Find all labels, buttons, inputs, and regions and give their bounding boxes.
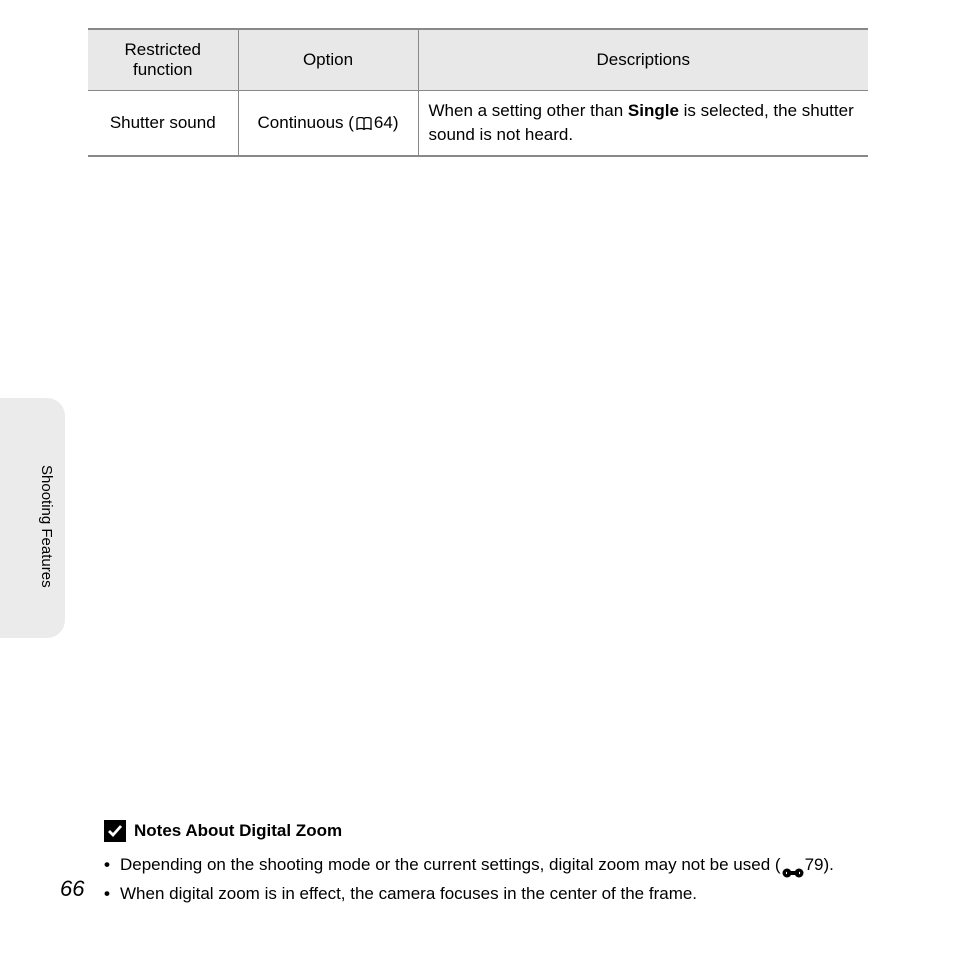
option-page: 64): [374, 113, 399, 132]
header-text-line2: function: [133, 60, 193, 79]
notes-title: Notes About Digital Zoom: [134, 821, 342, 841]
reel-icon: [782, 860, 804, 872]
header-descriptions: Descriptions: [418, 29, 868, 91]
restrictions-table: Restricted function Option Descriptions …: [88, 28, 868, 157]
table-row: Shutter sound Continuous ( 64) When a set…: [88, 91, 868, 156]
notes-header: Notes About Digital Zoom: [104, 820, 864, 842]
check-icon: [104, 820, 126, 842]
header-option: Option: [238, 29, 418, 91]
book-icon: [356, 116, 372, 130]
page-number: 66: [60, 876, 84, 902]
cell-description: When a setting other than Single is sele…: [418, 91, 868, 156]
notes-section: Notes About Digital Zoom Depending on th…: [104, 820, 864, 909]
side-tab: [0, 398, 65, 638]
bullet1-after: 79).: [805, 855, 834, 874]
option-prefix: Continuous (: [258, 113, 354, 132]
side-label: Shooting Features: [38, 465, 55, 588]
notes-list: Depending on the shooting mode or the cu…: [104, 851, 864, 909]
note-bullet-1: Depending on the shooting mode or the cu…: [104, 851, 864, 880]
bullet1-before: Depending on the shooting mode or the cu…: [120, 855, 781, 874]
desc-bold: Single: [628, 101, 679, 120]
header-text-line1: Restricted: [124, 40, 201, 59]
header-restricted-function: Restricted function: [88, 29, 238, 91]
cell-option: Continuous ( 64): [238, 91, 418, 156]
note-bullet-2: When digital zoom is in effect, the came…: [104, 880, 864, 909]
table-header-row: Restricted function Option Descriptions: [88, 29, 868, 91]
desc-before: When a setting other than: [429, 101, 628, 120]
cell-restricted-function: Shutter sound: [88, 91, 238, 156]
restrictions-table-container: Restricted function Option Descriptions …: [88, 28, 868, 157]
